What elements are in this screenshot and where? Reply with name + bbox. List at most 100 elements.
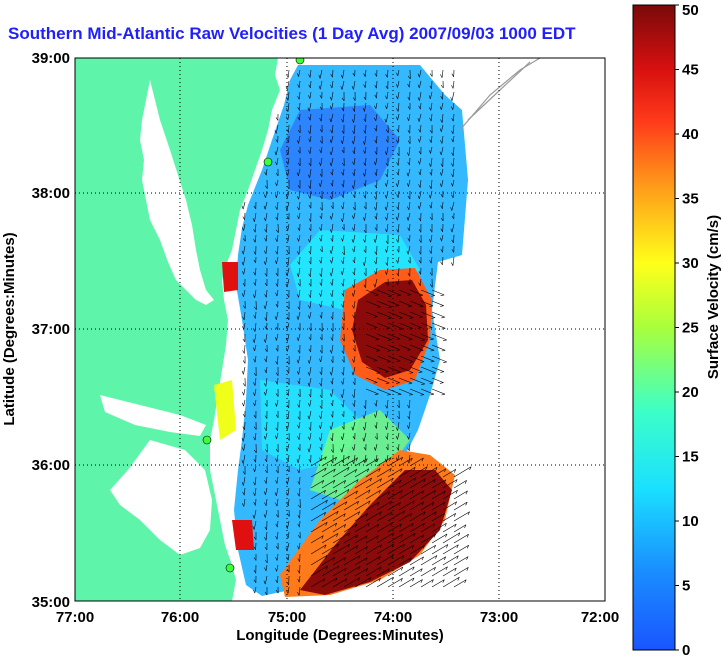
velocity-arrowhead xyxy=(352,259,355,264)
velocity-arrow xyxy=(442,469,456,478)
velocity-arrow xyxy=(398,201,400,210)
velocity-arrow xyxy=(431,366,445,372)
velocity-arrow xyxy=(265,256,268,265)
velocity-arrowhead xyxy=(385,163,389,167)
velocity-arrowhead xyxy=(358,577,361,581)
velocity-arrowhead xyxy=(400,457,403,461)
velocity-arrowhead xyxy=(275,567,277,572)
velocity-arrowhead xyxy=(274,130,277,134)
velocity-arrowhead xyxy=(444,468,447,473)
velocity-arrowhead xyxy=(363,150,366,154)
colorbar-tick-label: 10 xyxy=(682,513,699,530)
velocity-arrow xyxy=(376,491,390,500)
velocity-arrowhead xyxy=(410,457,413,462)
velocity-arrowhead xyxy=(469,466,472,471)
velocity-arrowhead xyxy=(347,489,350,493)
velocity-arrow xyxy=(299,256,301,265)
velocity-arrowhead xyxy=(384,206,387,211)
velocity-arrow xyxy=(420,366,436,374)
velocity-arrow xyxy=(343,469,357,478)
velocity-arrow xyxy=(287,476,290,485)
velocity-arrow xyxy=(365,322,378,328)
velocity-arrowhead xyxy=(354,469,357,473)
velocity-arrowhead xyxy=(418,282,421,286)
velocity-arrowhead xyxy=(399,523,402,528)
velocity-arrowhead xyxy=(341,162,345,166)
velocity-arrowhead xyxy=(400,534,403,538)
velocity-arrowhead xyxy=(418,271,421,275)
velocity-arrowhead xyxy=(430,393,434,396)
velocity-arrow xyxy=(420,523,435,533)
velocity-arrow xyxy=(376,91,378,99)
velocity-arrow xyxy=(253,520,257,530)
velocity-arrow xyxy=(376,478,394,489)
velocity-arrowhead xyxy=(253,228,256,233)
colorbar-tick-label: 15 xyxy=(682,449,699,466)
velocity-arrowhead xyxy=(241,205,244,210)
velocity-arrowhead xyxy=(297,380,300,385)
velocity-arrow xyxy=(453,146,455,156)
velocity-arrowhead xyxy=(363,206,367,210)
velocity-arrow xyxy=(332,69,334,78)
velocity-arrow xyxy=(266,311,268,321)
velocity-arrow xyxy=(376,377,390,384)
velocity-arrow xyxy=(452,179,455,187)
velocity-arrow xyxy=(398,577,415,588)
velocity-arrowhead xyxy=(407,447,410,451)
velocity-arrowhead xyxy=(384,151,387,155)
velocity-arrow xyxy=(364,256,367,266)
velocity-arrow xyxy=(409,410,411,420)
velocity-arrow xyxy=(286,201,290,211)
velocity-arrowhead xyxy=(324,467,327,472)
velocity-arrowhead xyxy=(275,502,278,507)
velocity-arrow xyxy=(299,575,301,583)
velocity-arrow xyxy=(409,466,428,478)
velocity-arrowhead xyxy=(409,328,413,330)
velocity-arrowhead xyxy=(409,361,414,363)
nearshore-yellow xyxy=(214,380,236,440)
velocity-arrow xyxy=(397,421,400,431)
velocity-arrow xyxy=(310,489,326,500)
velocity-arrow xyxy=(398,500,415,511)
velocity-arrowhead xyxy=(363,249,367,253)
velocity-arrowhead xyxy=(451,249,455,253)
velocity-arrowhead xyxy=(275,480,278,484)
velocity-arrow xyxy=(276,190,279,198)
velocity-arrow xyxy=(298,135,301,144)
velocity-arrowhead xyxy=(406,152,410,156)
velocity-arrowhead xyxy=(319,447,322,451)
velocity-arrow xyxy=(441,168,444,176)
velocity-arrowhead xyxy=(379,511,382,516)
velocity-arrowhead xyxy=(329,426,332,430)
velocity-arrow xyxy=(398,300,412,307)
velocity-arrowhead xyxy=(400,566,404,571)
velocity-arrow xyxy=(452,168,455,178)
velocity-arrow xyxy=(387,300,400,306)
velocity-arrowhead xyxy=(286,74,289,78)
velocity-arrow xyxy=(387,555,405,566)
velocity-arrow xyxy=(386,102,389,109)
velocity-arrowhead xyxy=(308,336,312,341)
velocity-arrow xyxy=(265,234,268,242)
velocity-arrowhead xyxy=(253,251,256,255)
velocity-arrowhead xyxy=(330,380,333,385)
velocity-arrow xyxy=(386,410,389,418)
velocity-arrow xyxy=(310,555,328,566)
velocity-arrowhead xyxy=(429,259,432,264)
velocity-arrow xyxy=(255,498,257,506)
velocity-arrowhead xyxy=(242,447,244,451)
colorbar-tick-label: 45 xyxy=(682,62,699,79)
velocity-arrowhead xyxy=(253,415,257,419)
velocity-arrowhead xyxy=(420,579,423,583)
velocity-arrow xyxy=(320,289,323,297)
velocity-arrow xyxy=(376,388,391,395)
velocity-arrowhead xyxy=(418,260,422,264)
velocity-arrow xyxy=(266,421,268,431)
velocity-arrowhead xyxy=(389,457,392,462)
velocity-arrow xyxy=(353,212,356,219)
velocity-arrow xyxy=(321,501,336,511)
velocity-arrowhead xyxy=(417,73,420,78)
velocity-arrowhead xyxy=(298,504,301,508)
velocity-arrow xyxy=(408,421,411,429)
velocity-arrowhead xyxy=(420,568,423,573)
